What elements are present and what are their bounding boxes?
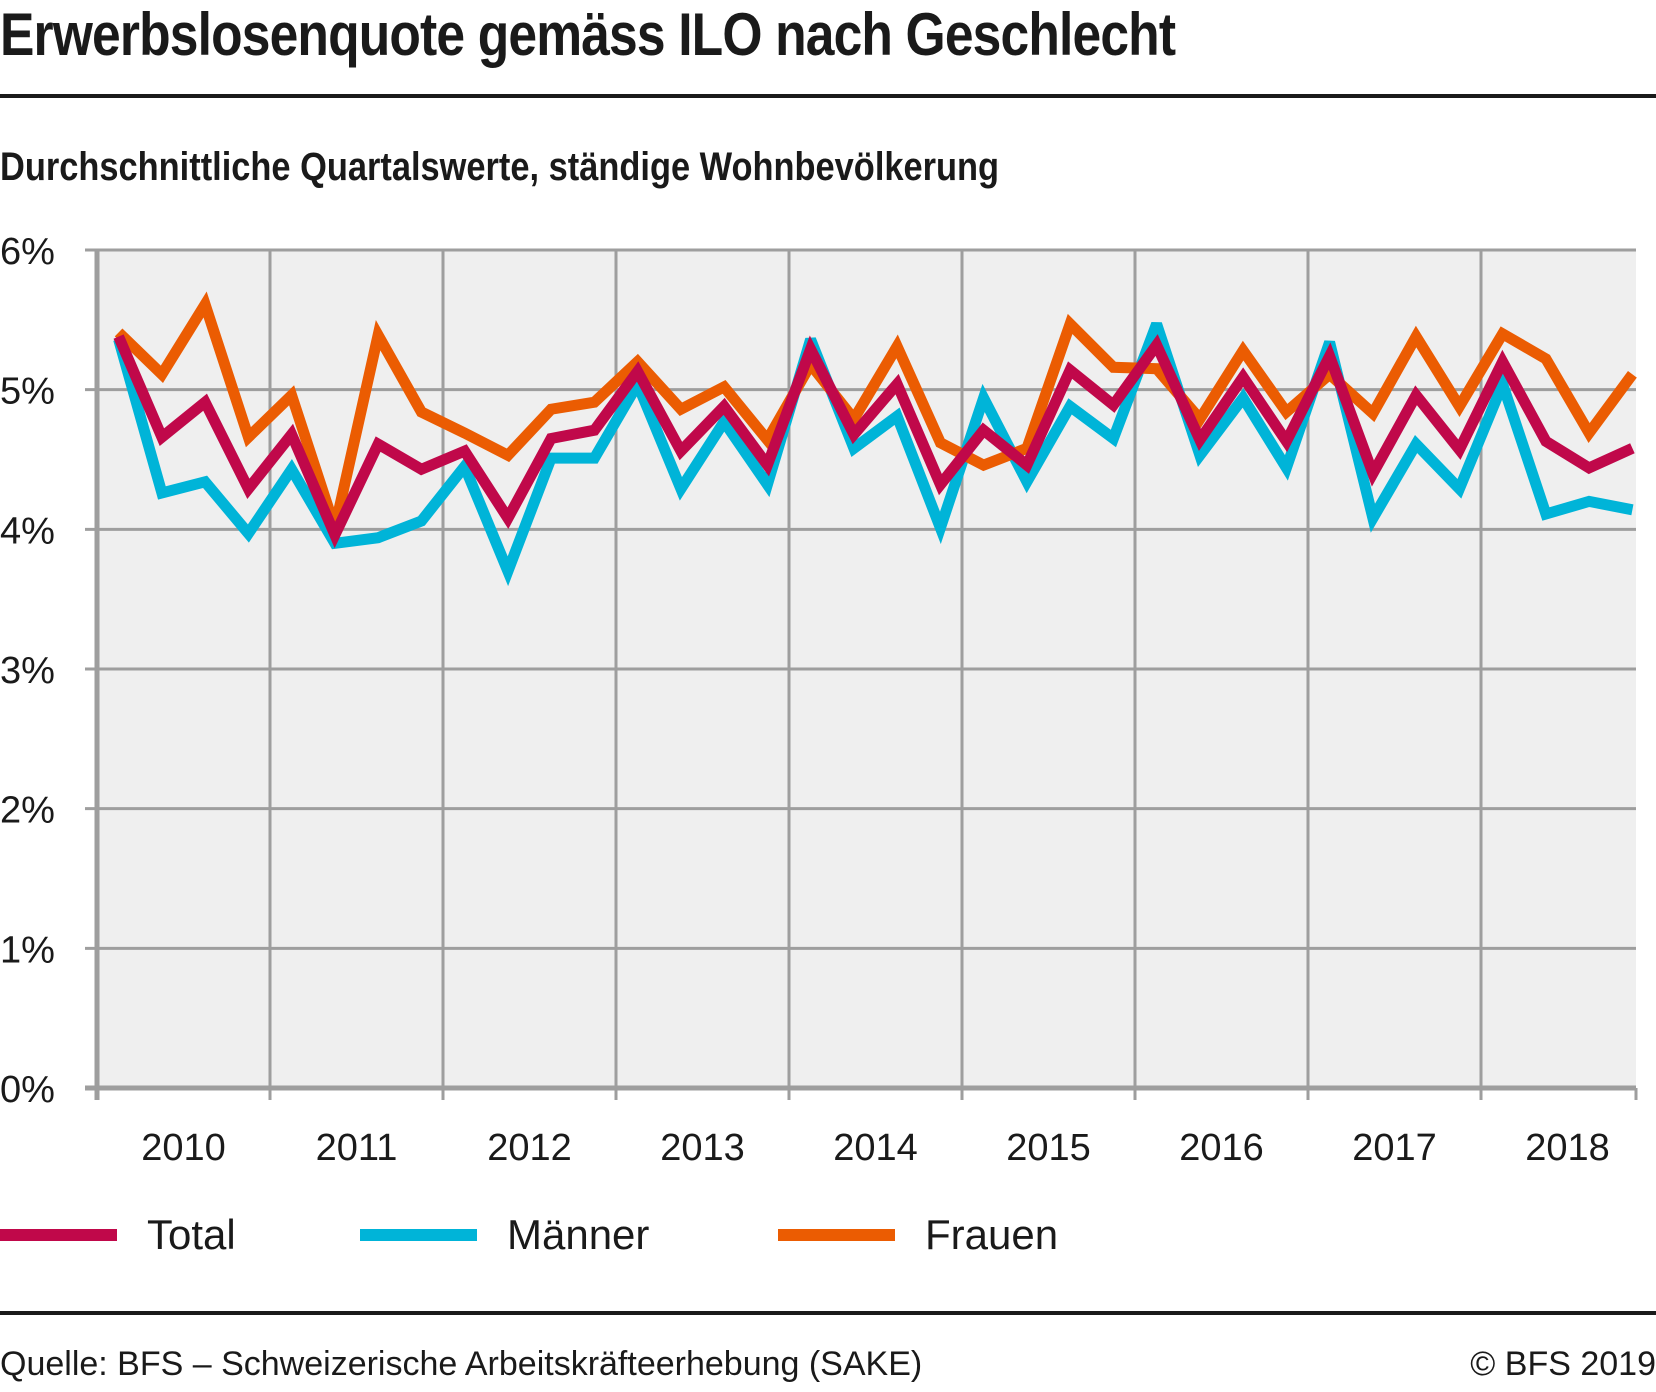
series-lines — [113, 291, 1637, 587]
y-tick-label: 1% — [0, 929, 55, 971]
legend-item-maenner: Männer — [360, 1205, 649, 1265]
series-line-total — [113, 334, 1635, 549]
y-axis-labels: 0% 1% 2% 3% 4% 5% 6% — [0, 231, 55, 1111]
title-divider — [0, 94, 1656, 98]
x-tick-label: 2016 — [1179, 1127, 1264, 1169]
grid-lines — [85, 248, 1638, 1100]
x-axis-labels: 2010 2011 2012 2013 2014 2015 2016 2017 2018 — [141, 1127, 1610, 1169]
x-tick-label: 2015 — [1006, 1127, 1091, 1169]
y-tick-label: 0% — [0, 1069, 55, 1111]
y-tick-label: 5% — [0, 371, 55, 413]
legend-swatch-total — [0, 1229, 117, 1241]
x-tick-label: 2010 — [141, 1127, 226, 1169]
legend-label-maenner: Männer — [507, 1211, 650, 1258]
line-chart: 0%1%2%3%4%5%6% 2010 2011 2012 2013 2014 2015 2… — [0, 231, 1638, 1169]
x-tick-label: 2012 — [487, 1127, 572, 1169]
x-tick-label: 2014 — [833, 1127, 918, 1169]
x-tick-label: 2017 — [1352, 1127, 1437, 1169]
copyright-note: © BFS 2019 — [1470, 1345, 1656, 1383]
series-line-mnner — [113, 322, 1634, 587]
x-tick-label: 2011 — [316, 1127, 398, 1169]
legend-item-frauen: Frauen — [778, 1205, 1058, 1265]
y-tick-label: 3% — [0, 650, 55, 692]
chart-subtitle: Durchschnittliche Quartalswerte, ständig… — [0, 145, 1000, 189]
legend: Total Männer Frauen — [0, 1205, 1656, 1265]
chart-title: Erwerbslosenquote gemäss ILO nach Geschl… — [0, 1, 1176, 68]
legend-label-frauen: Frauen — [925, 1211, 1059, 1258]
series-line-frauen — [114, 291, 1637, 530]
legend-item-total: Total — [0, 1205, 236, 1265]
legend-swatch-frauen — [778, 1229, 895, 1241]
x-tick-label: 2018 — [1525, 1127, 1610, 1169]
legend-label-total: Total — [147, 1211, 236, 1258]
legend-swatch-maenner — [360, 1229, 477, 1241]
y-tick-label: 2% — [0, 790, 55, 832]
footer-divider — [0, 1311, 1656, 1315]
y-tick-label: 4% — [0, 510, 55, 552]
x-tick-label: 2013 — [660, 1127, 745, 1169]
source-note: Quelle: BFS – Schweizerische Arbeitskräf… — [0, 1345, 923, 1383]
y-tick-label: 6% — [0, 231, 55, 273]
